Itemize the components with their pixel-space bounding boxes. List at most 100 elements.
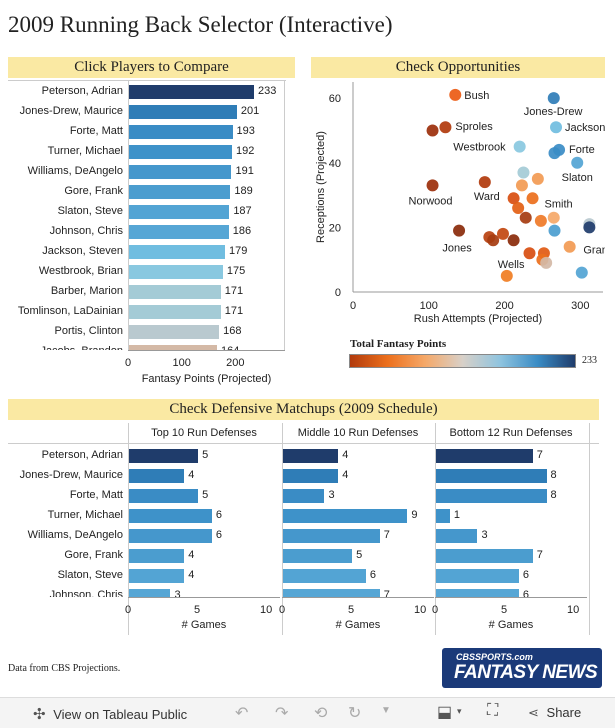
- def-player-name[interactable]: Slaton, Steve: [57, 569, 123, 581]
- def-player-name[interactable]: Turner, Michael: [47, 509, 123, 521]
- fp-bar[interactable]: [129, 245, 226, 259]
- fp-row[interactable]: Johnson, Chris 186: [0, 222, 290, 242]
- def-row[interactable]: Peterson, Adrian 5 4 7: [0, 446, 600, 466]
- def-player-name[interactable]: Forte, Matt: [69, 489, 123, 501]
- scatter-point[interactable]: [512, 202, 525, 214]
- def-bar[interactable]: [436, 449, 533, 463]
- scatter-point[interactable]: [583, 221, 596, 234]
- scatter-point[interactable]: [531, 172, 544, 185]
- def-row[interactable]: Forte, Matt 5 3 8: [0, 486, 600, 506]
- revert-icon[interactable]: ⟲: [314, 705, 328, 722]
- refresh-icon[interactable]: ↻: [348, 705, 362, 722]
- scatter-point[interactable]: [453, 224, 466, 237]
- fp-player-name[interactable]: Peterson, Adrian: [41, 85, 123, 97]
- scatter-point[interactable]: [449, 88, 462, 101]
- def-row[interactable]: Jones-Drew, Maurice 4 4 8: [0, 466, 600, 486]
- scatter-point[interactable]: [563, 240, 576, 253]
- def-bar[interactable]: [283, 489, 325, 503]
- scatter-point[interactable]: [547, 211, 560, 224]
- scatter-point[interactable]: [497, 227, 509, 240]
- def-player-name[interactable]: Jones-Drew, Maurice: [19, 469, 123, 481]
- fp-player-name[interactable]: Jackson, Steven: [42, 245, 123, 257]
- def-bar[interactable]: [129, 489, 199, 503]
- def-bar[interactable]: [129, 529, 212, 543]
- scatter-point[interactable]: [515, 179, 528, 192]
- def-bar[interactable]: [129, 569, 185, 583]
- scatter-point[interactable]: [523, 247, 536, 260]
- scatter-point[interactable]: [534, 214, 547, 227]
- fp-player-name[interactable]: Turner, Michael: [47, 145, 123, 157]
- scatter-point[interactable]: [526, 192, 539, 205]
- def-bar[interactable]: [283, 589, 380, 597]
- redo-icon[interactable]: ↷: [275, 705, 289, 722]
- def-bar[interactable]: [129, 549, 185, 563]
- fp-bar[interactable]: [129, 205, 230, 219]
- cbs-fantasy-news-logo[interactable]: CBSSPORTS.com FANTASY NEWS: [442, 648, 602, 688]
- def-bar[interactable]: [436, 529, 478, 543]
- def-bar[interactable]: [129, 449, 199, 463]
- scatter-point[interactable]: [426, 124, 439, 137]
- scatter-point[interactable]: [550, 121, 563, 134]
- download-chevron-icon[interactable]: ▾: [457, 706, 462, 716]
- scatter-point[interactable]: [571, 156, 584, 169]
- scatter-point[interactable]: [507, 192, 520, 205]
- fp-player-name[interactable]: Jacobs, Brandon: [40, 345, 123, 350]
- fp-player-name[interactable]: Slaton, Steve: [57, 205, 123, 217]
- def-bar[interactable]: [283, 549, 353, 563]
- def-bar[interactable]: [129, 509, 212, 523]
- scatter-point[interactable]: [513, 140, 526, 153]
- def-row[interactable]: Johnson, Chris 3 7 6: [0, 586, 600, 597]
- def-row[interactable]: Gore, Frank 4 5 7: [0, 546, 600, 566]
- scatter-point[interactable]: [547, 92, 560, 105]
- scatter-point[interactable]: [540, 256, 553, 269]
- fp-row[interactable]: Turner, Michael 192: [0, 142, 290, 162]
- fp-bar[interactable]: [129, 165, 232, 179]
- def-bar[interactable]: [283, 509, 408, 523]
- view-on-tableau-button[interactable]: ✣ View on Tableau Public: [33, 705, 187, 723]
- fp-bar[interactable]: [129, 325, 220, 339]
- share-button[interactable]: ⋖ Share: [528, 705, 581, 721]
- fp-bar[interactable]: [129, 225, 229, 239]
- def-bar[interactable]: [436, 549, 533, 563]
- scatter-point[interactable]: [487, 234, 500, 247]
- scatter-point[interactable]: [507, 234, 520, 247]
- def-bar[interactable]: [129, 469, 185, 483]
- fp-player-name[interactable]: Jones-Drew, Maurice: [19, 105, 123, 117]
- fp-player-name[interactable]: Tomlinson, LaDainian: [17, 305, 123, 317]
- fp-row[interactable]: Forte, Matt 193: [0, 122, 290, 142]
- fp-bar[interactable]: [129, 85, 254, 99]
- def-bar[interactable]: [436, 469, 547, 483]
- scatter-point[interactable]: [426, 179, 439, 192]
- fp-bar[interactable]: [129, 185, 231, 199]
- more-dropdown-icon[interactable]: ▼: [381, 705, 391, 716]
- fp-player-name[interactable]: Westbrook, Brian: [38, 265, 123, 277]
- def-bar[interactable]: [283, 569, 366, 583]
- fp-row[interactable]: Jones-Drew, Maurice 201: [0, 102, 290, 122]
- fp-bar[interactable]: [129, 145, 232, 159]
- fp-player-name[interactable]: Gore, Frank: [64, 185, 123, 197]
- scatter-point[interactable]: [548, 224, 561, 237]
- fp-player-name[interactable]: Portis, Clinton: [54, 325, 123, 337]
- def-bar[interactable]: [129, 589, 171, 597]
- fp-row[interactable]: Williams, DeAngelo 191: [0, 162, 290, 182]
- fp-row[interactable]: Jacobs, Brandon 164: [0, 342, 290, 350]
- fp-player-name[interactable]: Williams, DeAngelo: [27, 165, 123, 177]
- fp-row[interactable]: Barber, Marion 171: [0, 282, 290, 302]
- def-bar[interactable]: [283, 469, 339, 483]
- download-icon[interactable]: ⬓: [437, 704, 453, 721]
- def-row[interactable]: Williams, DeAngelo 6 7 3: [0, 526, 600, 546]
- fp-bar[interactable]: [129, 345, 217, 350]
- def-player-name[interactable]: Peterson, Adrian: [41, 449, 123, 461]
- def-row[interactable]: Slaton, Steve 4 6 6: [0, 566, 600, 586]
- fp-bar[interactable]: [129, 125, 233, 139]
- def-player-name[interactable]: Gore, Frank: [64, 549, 123, 561]
- def-bar[interactable]: [436, 489, 547, 503]
- scatter-point[interactable]: [519, 211, 532, 224]
- def-bar[interactable]: [436, 589, 519, 597]
- def-bar[interactable]: [283, 529, 380, 543]
- fp-row[interactable]: Westbrook, Brian 175: [0, 262, 290, 282]
- def-bar[interactable]: [436, 509, 450, 523]
- scatter-point[interactable]: [575, 266, 588, 279]
- undo-icon[interactable]: ↶: [235, 705, 249, 722]
- def-row[interactable]: Turner, Michael 6 9 1: [0, 506, 600, 526]
